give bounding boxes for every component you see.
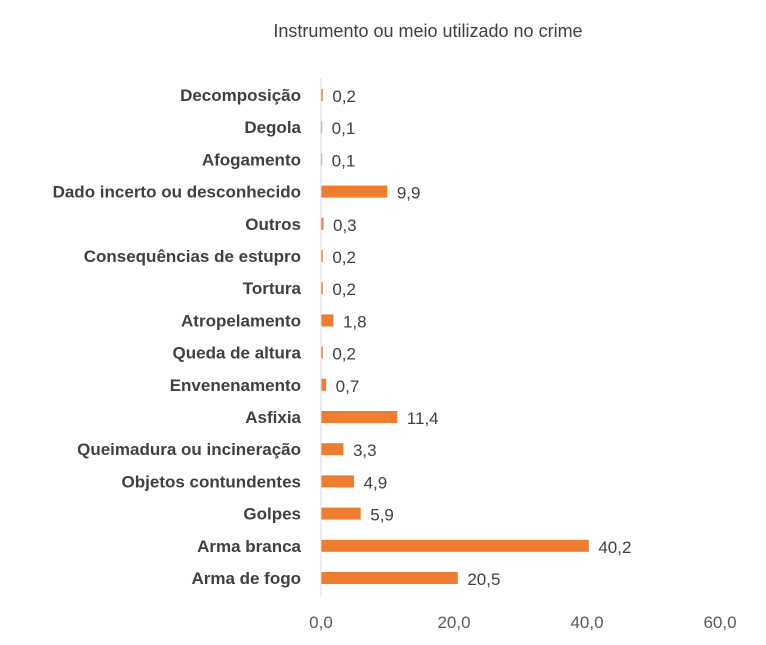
category-label: Golpes bbox=[243, 505, 301, 524]
category-label: Degola bbox=[244, 118, 301, 137]
data-label: 0,2 bbox=[332, 345, 356, 364]
tick-layer: 0,0 20,0 40,0 60,0 bbox=[309, 613, 736, 632]
bar bbox=[322, 89, 323, 101]
bar bbox=[322, 282, 323, 294]
category-label: Outros bbox=[245, 215, 301, 234]
category-label: Asfixia bbox=[245, 408, 301, 427]
category-label: Atropelamento bbox=[181, 311, 301, 330]
chart-title: Instrumento ou meio utilizado no crime bbox=[273, 21, 582, 41]
data-label: 20,5 bbox=[467, 570, 500, 589]
bar bbox=[322, 508, 361, 520]
bar bbox=[322, 314, 334, 326]
bar bbox=[322, 347, 323, 359]
data-label: 0,2 bbox=[332, 87, 356, 106]
category-label: Consequências de estupro bbox=[84, 247, 301, 266]
category-label: Tortura bbox=[243, 279, 302, 298]
data-label: 4,9 bbox=[364, 473, 388, 492]
category-label: Envenenamento bbox=[170, 376, 301, 395]
data-label: 11,4 bbox=[407, 409, 439, 428]
data-label: 0,2 bbox=[332, 280, 356, 299]
bar bbox=[322, 153, 323, 165]
data-label: 0,7 bbox=[336, 377, 360, 396]
bar bbox=[322, 218, 324, 230]
bar bbox=[322, 540, 589, 552]
bar bbox=[322, 411, 398, 423]
data-label: 1,8 bbox=[343, 312, 367, 331]
x-tick-label: 40,0 bbox=[570, 613, 603, 632]
x-tick-label: 60,0 bbox=[703, 613, 736, 632]
x-tick-label: 0,0 bbox=[309, 613, 333, 632]
category-label: Decomposição bbox=[180, 86, 301, 105]
data-label: 9,9 bbox=[397, 184, 421, 203]
category-label: Dado incerto ou desconhecido bbox=[53, 183, 301, 202]
data-label: 0,3 bbox=[333, 216, 357, 235]
bar bbox=[322, 379, 327, 391]
bar bbox=[322, 250, 323, 262]
chart: Instrumento ou meio utilizado no crime D… bbox=[0, 0, 766, 645]
data-label: 0,1 bbox=[332, 151, 356, 170]
category-label: Queda de altura bbox=[173, 344, 302, 363]
chart-svg: Instrumento ou meio utilizado no crime D… bbox=[0, 0, 766, 645]
category-label: Arma de fogo bbox=[191, 569, 301, 588]
bar bbox=[322, 475, 355, 487]
category-label: Queimadura ou incineração bbox=[77, 440, 301, 459]
data-label: 40,2 bbox=[598, 538, 631, 557]
x-tick-label: 20,0 bbox=[437, 613, 470, 632]
category-label: Afogamento bbox=[202, 150, 301, 169]
category-label: Arma branca bbox=[197, 537, 301, 556]
category-label: Objetos contundentes bbox=[122, 472, 301, 491]
bar bbox=[322, 572, 458, 584]
data-label: 5,9 bbox=[370, 506, 394, 525]
bar bbox=[322, 121, 323, 133]
bar-layer bbox=[322, 89, 589, 584]
data-label: 3,3 bbox=[353, 441, 377, 460]
data-label: 0,1 bbox=[332, 119, 356, 138]
bar bbox=[322, 443, 344, 455]
bar bbox=[322, 186, 388, 198]
data-label: 0,2 bbox=[332, 248, 356, 267]
